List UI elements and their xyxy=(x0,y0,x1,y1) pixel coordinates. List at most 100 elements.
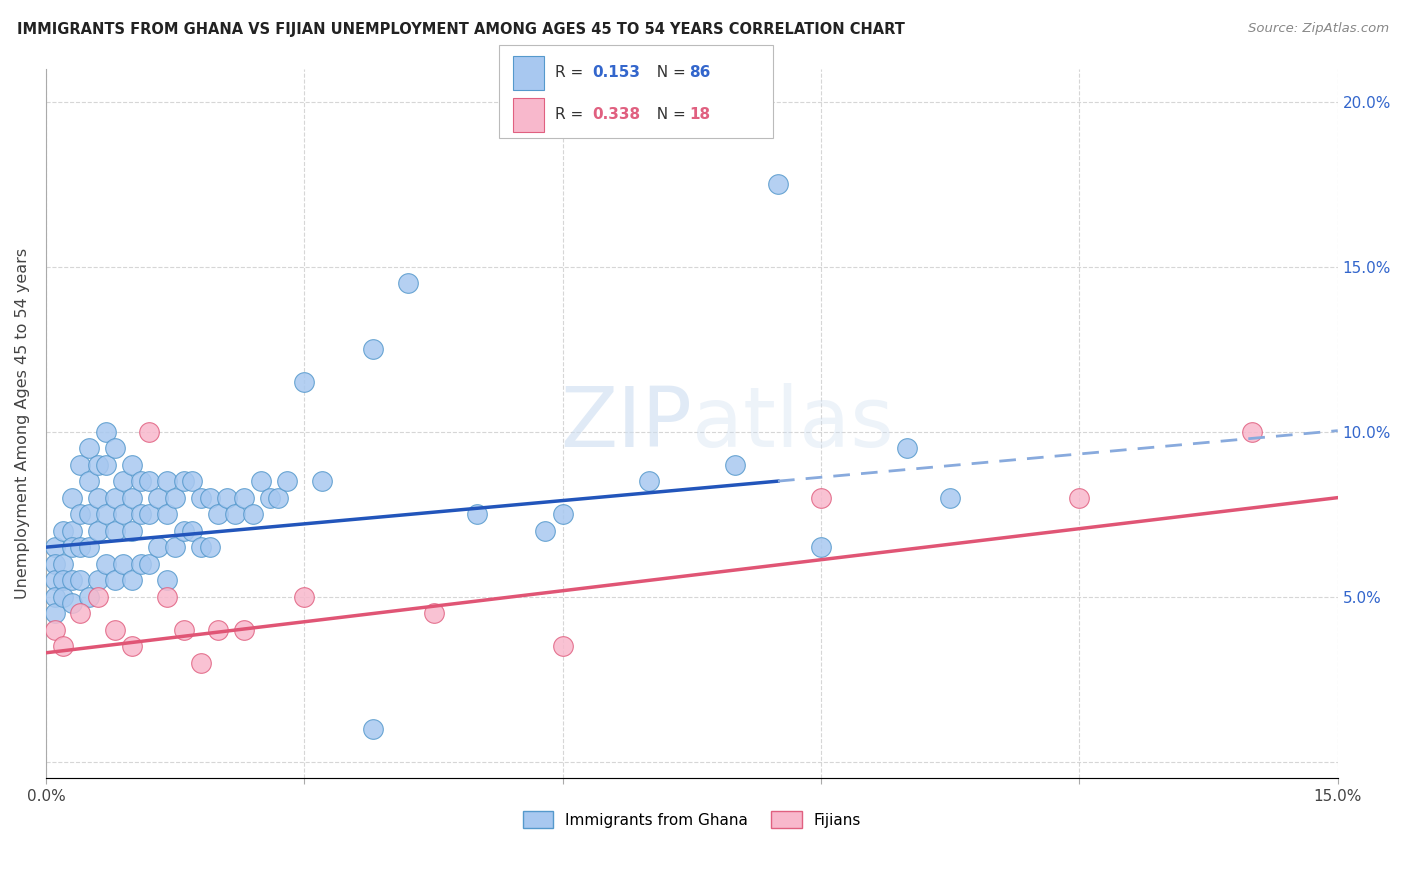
Text: N =: N = xyxy=(647,107,690,122)
Point xyxy=(121,639,143,653)
Point xyxy=(104,573,127,587)
Point xyxy=(190,540,212,554)
Point xyxy=(361,342,384,356)
Point xyxy=(121,573,143,587)
Text: N =: N = xyxy=(647,65,690,80)
Point xyxy=(86,590,108,604)
Point xyxy=(86,524,108,538)
Point xyxy=(551,639,574,653)
Point xyxy=(44,573,66,587)
Point xyxy=(637,474,659,488)
Point xyxy=(181,474,204,488)
Point xyxy=(121,524,143,538)
Point xyxy=(173,474,195,488)
Point xyxy=(361,722,384,736)
Point xyxy=(766,177,789,191)
Point xyxy=(86,458,108,472)
Point xyxy=(1069,491,1091,505)
Point xyxy=(896,441,918,455)
Point xyxy=(233,623,256,637)
Point xyxy=(215,491,238,505)
Point xyxy=(112,557,135,571)
Point xyxy=(86,573,108,587)
Point xyxy=(104,623,127,637)
Point xyxy=(44,623,66,637)
Text: atlas: atlas xyxy=(692,383,894,464)
Point xyxy=(165,491,187,505)
Point xyxy=(77,590,100,604)
Point xyxy=(96,458,118,472)
Point xyxy=(155,573,177,587)
Point xyxy=(52,639,75,653)
Point xyxy=(129,557,152,571)
Point xyxy=(104,524,127,538)
Text: R =: R = xyxy=(555,107,589,122)
Point xyxy=(44,590,66,604)
Text: 0.338: 0.338 xyxy=(592,107,640,122)
Text: 0.153: 0.153 xyxy=(592,65,640,80)
Point xyxy=(311,474,333,488)
Point xyxy=(77,474,100,488)
Point xyxy=(534,524,557,538)
Point xyxy=(810,491,832,505)
Point xyxy=(242,507,264,521)
Point xyxy=(173,524,195,538)
Point xyxy=(465,507,488,521)
Point xyxy=(112,474,135,488)
Point xyxy=(52,557,75,571)
Point xyxy=(44,557,66,571)
Point xyxy=(129,507,152,521)
Point xyxy=(60,524,83,538)
Point xyxy=(77,507,100,521)
Point xyxy=(138,507,160,521)
Y-axis label: Unemployment Among Ages 45 to 54 years: Unemployment Among Ages 45 to 54 years xyxy=(15,248,30,599)
Point xyxy=(422,606,444,620)
Point xyxy=(155,590,177,604)
Point xyxy=(44,540,66,554)
Point xyxy=(165,540,187,554)
Point xyxy=(250,474,273,488)
Point xyxy=(551,507,574,521)
Point xyxy=(69,540,91,554)
Point xyxy=(267,491,290,505)
Point xyxy=(1240,425,1263,439)
Point xyxy=(233,491,256,505)
Point xyxy=(60,491,83,505)
Point xyxy=(52,573,75,587)
Point xyxy=(190,491,212,505)
Point xyxy=(155,507,177,521)
Point xyxy=(77,540,100,554)
Point xyxy=(146,491,169,505)
Point xyxy=(69,507,91,521)
Point xyxy=(138,557,160,571)
Text: ZIP: ZIP xyxy=(560,383,692,464)
Point xyxy=(146,540,169,554)
Text: 18: 18 xyxy=(689,107,710,122)
Point xyxy=(259,491,281,505)
Point xyxy=(104,441,127,455)
Point xyxy=(138,474,160,488)
Point xyxy=(207,623,229,637)
Text: 86: 86 xyxy=(689,65,710,80)
Point xyxy=(60,540,83,554)
Text: Source: ZipAtlas.com: Source: ZipAtlas.com xyxy=(1249,22,1389,36)
Point xyxy=(138,425,160,439)
Point xyxy=(104,491,127,505)
Text: IMMIGRANTS FROM GHANA VS FIJIAN UNEMPLOYMENT AMONG AGES 45 TO 54 YEARS CORRELATI: IMMIGRANTS FROM GHANA VS FIJIAN UNEMPLOY… xyxy=(17,22,904,37)
Point xyxy=(69,458,91,472)
Point xyxy=(44,606,66,620)
Point xyxy=(276,474,298,488)
Point xyxy=(224,507,246,521)
Point xyxy=(77,441,100,455)
Point xyxy=(198,491,221,505)
Point xyxy=(939,491,962,505)
Point xyxy=(96,557,118,571)
Point xyxy=(60,573,83,587)
Point xyxy=(724,458,747,472)
Point xyxy=(173,623,195,637)
Point xyxy=(292,375,315,389)
Point xyxy=(96,425,118,439)
Point xyxy=(69,606,91,620)
Point xyxy=(129,474,152,488)
Point xyxy=(121,491,143,505)
